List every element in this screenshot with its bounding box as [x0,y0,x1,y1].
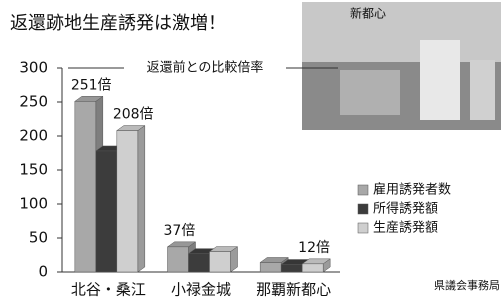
y-tick-label: 100 [19,195,48,213]
credit: 県議会事務局 [434,278,500,292]
y-tick-label: 300 [19,59,48,77]
x-tick-label: 北谷・桑江 [71,281,146,299]
photo-building [420,40,460,120]
subtitle: 返還前との比較倍率 [147,60,264,76]
bar [168,247,189,272]
bar [96,151,117,272]
y-tick-label: 0 [38,263,48,281]
bar [210,252,231,272]
x-tick-label: 小禄金城 [171,281,231,299]
bar-side [138,126,145,272]
bar [281,265,302,272]
bar [189,254,210,272]
legend-swatch [358,185,368,195]
bar [75,101,96,272]
bar [260,262,281,272]
photo-building [340,70,400,115]
y-tick-label: 50 [29,229,48,247]
value-label: 12倍 [298,240,330,256]
photo-building [470,60,495,120]
value-label: 251倍 [71,77,112,93]
legend-label: 所得誘発額 [373,201,438,217]
x-tick-label: 那覇新都心 [256,281,331,299]
photo-sky [302,2,501,62]
y-tick-label: 250 [19,93,48,111]
legend-swatch [358,223,368,233]
y-tick-label: 150 [19,161,48,179]
legend-label: 生産誘発額 [373,220,438,236]
value-label: 37倍 [164,223,196,239]
bar [117,131,138,272]
chart-title: 返還跡地生産誘発は激増！ [10,13,226,34]
bar [302,264,323,272]
photo-caption: 新都心 [350,6,386,21]
legend-label: 雇用誘発者数 [373,182,451,198]
chart: 新都心 返還跡地生産誘発は激増！ 返還前との比較倍率 県議会事務局 0 50 100… [0,0,501,301]
value-label: 208倍 [113,107,154,123]
legend-swatch [358,204,368,214]
y-tick-label: 200 [19,127,48,145]
